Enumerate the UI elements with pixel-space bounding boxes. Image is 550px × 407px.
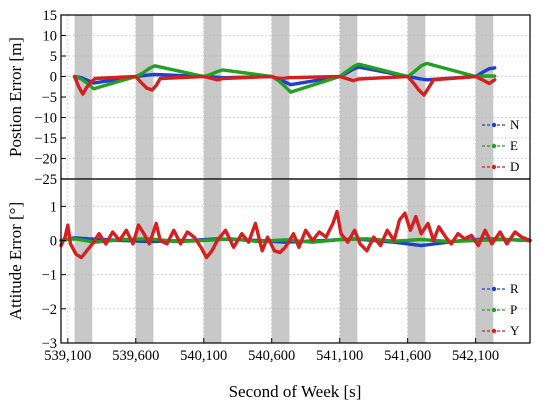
y-tick-label-1-0: 1 <box>50 199 57 215</box>
series-D-line <box>72 74 497 97</box>
outage-band-0-2 <box>203 15 222 179</box>
y-axis-label-1: Attitude Error [°] <box>6 202 25 320</box>
plot-frame-0 <box>60 14 531 180</box>
outage-band-0-5 <box>407 15 426 179</box>
series-Y-line <box>59 209 532 260</box>
legend-marker-P <box>491 307 497 313</box>
outage-band-1-4 <box>339 179 358 343</box>
outage-band-1-2 <box>203 179 222 343</box>
y-tick-label-1-1: 0 <box>50 234 57 250</box>
x-tick-label-1: 539,600 <box>112 348 159 364</box>
y-tick-label-0-0: 15 <box>43 8 58 24</box>
y-tick-label-0-4: −5 <box>42 90 57 106</box>
y-tick-label-0-1: 10 <box>43 29 58 45</box>
legend-label-R: R <box>510 281 519 296</box>
outage-band-0-4 <box>339 15 358 179</box>
y-tick-label-0-7: −20 <box>34 152 57 168</box>
x-tick-label-4: 541,100 <box>316 348 363 364</box>
y-tick-label-1-2: −1 <box>42 268 57 284</box>
outage-band-1-6 <box>475 179 494 343</box>
series-E-line <box>72 61 497 94</box>
legend-label-Y: Y <box>510 323 520 338</box>
outage-band-1-3 <box>271 179 290 343</box>
outage-band-1-5 <box>407 179 426 343</box>
y-tick-label-0-3: 0 <box>50 70 57 86</box>
outage-band-1-1 <box>135 179 154 343</box>
legend-label-N: N <box>510 117 520 132</box>
x-axis-label: Second of Week [s] <box>229 382 362 401</box>
y-tick-label-1-4: −3 <box>42 336 57 352</box>
y-tick-label-0-5: −10 <box>34 111 57 127</box>
x-tick-label-3: 540,600 <box>248 348 295 364</box>
y-tick-label-0-8: −25 <box>34 172 57 188</box>
outage-band-0-6 <box>475 15 494 179</box>
x-tick-label-5: 541,600 <box>384 348 431 364</box>
legend-label-P: P <box>510 302 517 317</box>
legend-marker-R <box>491 286 497 292</box>
legend-label-E: E <box>510 138 518 153</box>
y-tick-label-0-6: −15 <box>34 131 57 147</box>
plot-frame-1 <box>60 178 531 344</box>
y-tick-label-1-3: −2 <box>42 302 57 318</box>
outage-band-1-0 <box>74 179 93 343</box>
position-error-panel: 15 10 5 0 −5 −10 −15 −20 −25 Postion Error [m] NED <box>6 8 531 188</box>
attitude-error-panel: 1 0 −1 −2 −3 Attitude Error [°] RPY 539,100 539,… <box>6 178 532 364</box>
x-tick-label-6: 542,100 <box>452 348 499 364</box>
legend-marker-N <box>491 122 497 128</box>
legend-marker-E <box>491 143 497 149</box>
outage-band-0-3 <box>271 15 290 179</box>
outage-band-0-0 <box>74 15 93 179</box>
x-tick-label-2: 540,100 <box>180 348 227 364</box>
legend-label-D: D <box>510 159 519 174</box>
x-tick-label-0: 539,100 <box>44 348 91 364</box>
legend-marker-D <box>491 164 497 170</box>
legend-marker-Y <box>491 328 497 334</box>
y-axis-label-0: Postion Error [m] <box>6 37 25 157</box>
y-tick-label-0-2: 5 <box>50 49 57 65</box>
